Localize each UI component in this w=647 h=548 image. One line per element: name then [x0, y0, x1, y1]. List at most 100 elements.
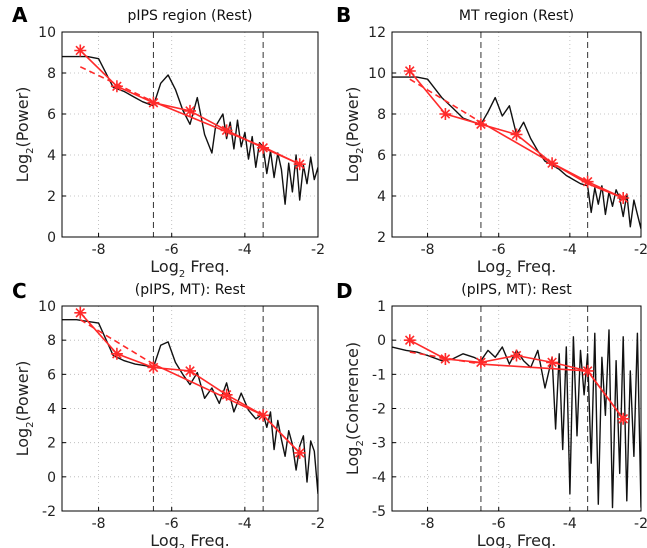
plot-area	[62, 32, 318, 237]
panel-letter: A	[12, 3, 28, 27]
y-tick-label: -2	[42, 504, 56, 520]
dashed-fit-segment	[409, 351, 482, 365]
star-marker	[184, 104, 196, 117]
fit-segment	[586, 370, 624, 420]
star-marker	[293, 446, 306, 459]
panel-title: (pIPS, MT): Rest	[461, 282, 572, 298]
x-tick-label: -2	[311, 242, 325, 258]
x-tick-label: -2	[311, 516, 325, 532]
x-axis-label: Log2 Freq.	[477, 257, 556, 280]
y-tick-label: 4	[47, 148, 56, 164]
y-axis-label: Log2(Power)	[343, 87, 366, 183]
fit-segment	[262, 414, 301, 454]
y-tick-label: 4	[377, 189, 386, 205]
spectrum-line	[62, 319, 318, 494]
star-marker	[474, 118, 487, 131]
fit-segment	[153, 100, 264, 148]
star-marker	[439, 353, 452, 365]
y-tick-label: 0	[377, 333, 386, 349]
y-tick-label: 10	[38, 299, 56, 315]
star-marker	[510, 128, 523, 141]
star-marker	[110, 347, 123, 360]
panel-d: -8 -6 -4 -2 -5 -4 -3 -2 -1 0 1 (pIPS, MT): Rest D Log…	[336, 279, 647, 548]
spectrum-line	[62, 55, 318, 205]
y-tick-label: 8	[47, 333, 56, 349]
panel-a: -8 -6 -4 -2 0 2 4 6 8 10 pIPS region (Rest) A Log2 F…	[12, 3, 325, 280]
dashed-fit-segment	[409, 78, 482, 123]
star-marker	[581, 175, 594, 188]
x-tick-label: -8	[92, 242, 106, 258]
star-marker	[546, 157, 559, 170]
star-marker	[184, 364, 196, 377]
panel-b: -8 -6 -4 -2 2 4 6 8 10 12 MT region (Rest) B Log2 Fr…	[336, 3, 647, 280]
fit-segment	[262, 146, 301, 165]
y-tick-label: -5	[372, 504, 386, 520]
fit-segment	[480, 363, 588, 372]
y-tick-label: -4	[372, 470, 386, 486]
axes-frame	[391, 31, 642, 238]
dashed-fit-segment	[79, 319, 154, 365]
y-tick-label: -1	[372, 367, 386, 383]
star-marker	[220, 124, 233, 137]
y-tick-label: 12	[368, 25, 386, 41]
panel-title: (pIPS, MT): Rest	[135, 282, 246, 298]
x-tick-label: -6	[165, 242, 179, 258]
star-marker	[546, 356, 559, 369]
y-tick-label: 10	[368, 66, 386, 82]
x-tick-label: -8	[92, 516, 106, 532]
fit-segment	[480, 121, 588, 185]
axes-frame	[61, 31, 319, 238]
star-marker	[510, 349, 523, 362]
y-tick-label: 0	[47, 230, 56, 246]
star-marker	[220, 388, 233, 401]
fit-segment	[153, 363, 264, 417]
x-tick-label: -6	[165, 516, 179, 532]
panel-title: MT region (Rest)	[459, 8, 574, 24]
x-axis-label: Log2 Freq.	[477, 531, 556, 548]
x-tick-label: -8	[421, 242, 435, 258]
star-marker	[403, 65, 416, 77]
panel-title: pIPS region (Rest)	[128, 8, 253, 24]
x-tick-label: -6	[492, 242, 506, 258]
y-tick-label: 1	[377, 299, 386, 315]
y-tick-label: 8	[377, 107, 386, 123]
fit-segment	[587, 182, 624, 199]
x-tick-label: -6	[492, 516, 506, 532]
panel-letter: B	[336, 3, 351, 27]
y-tick-label: 2	[47, 436, 56, 452]
star-marker	[257, 141, 270, 154]
y-tick-label: -2	[372, 402, 386, 418]
star-marker	[439, 108, 452, 120]
x-axis-label: Log2 Freq.	[150, 257, 229, 280]
y-axis-label: Log2(Coherence)	[343, 342, 366, 475]
y-axis-label: Log2(Power)	[13, 361, 36, 457]
y-tick-label: 6	[377, 148, 386, 164]
y-tick-label: 6	[47, 107, 56, 123]
star-marker	[617, 412, 630, 425]
x-tick-label: -4	[238, 516, 252, 532]
spectrum-line	[392, 329, 641, 509]
star-marker	[474, 356, 487, 369]
y-tick-label: 10	[38, 25, 56, 41]
x-tick-label: -2	[634, 516, 647, 532]
y-tick-label: 2	[377, 230, 386, 246]
star-marker	[581, 364, 594, 377]
y-tick-label: 6	[47, 367, 56, 383]
star-marker	[257, 409, 270, 422]
x-tick-label: -4	[563, 242, 577, 258]
panel-c: -8 -6 -4 -2 -2 0 2 4 6 8 10 (pIPS, MT): Rest C Log2 F…	[12, 279, 325, 548]
y-tick-label: 0	[47, 470, 56, 486]
y-tick-label: 2	[47, 189, 56, 205]
x-axis-label: Log2 Freq.	[150, 531, 229, 548]
x-tick-label: -2	[634, 242, 647, 258]
star-marker	[147, 361, 160, 374]
star-marker	[74, 306, 87, 319]
star-marker	[74, 44, 87, 57]
star-marker	[617, 192, 630, 204]
star-marker	[147, 96, 160, 109]
x-tick-label: -8	[421, 516, 435, 532]
star-marker	[403, 334, 416, 347]
star-marker	[110, 80, 123, 93]
panel-letter: D	[336, 279, 353, 303]
